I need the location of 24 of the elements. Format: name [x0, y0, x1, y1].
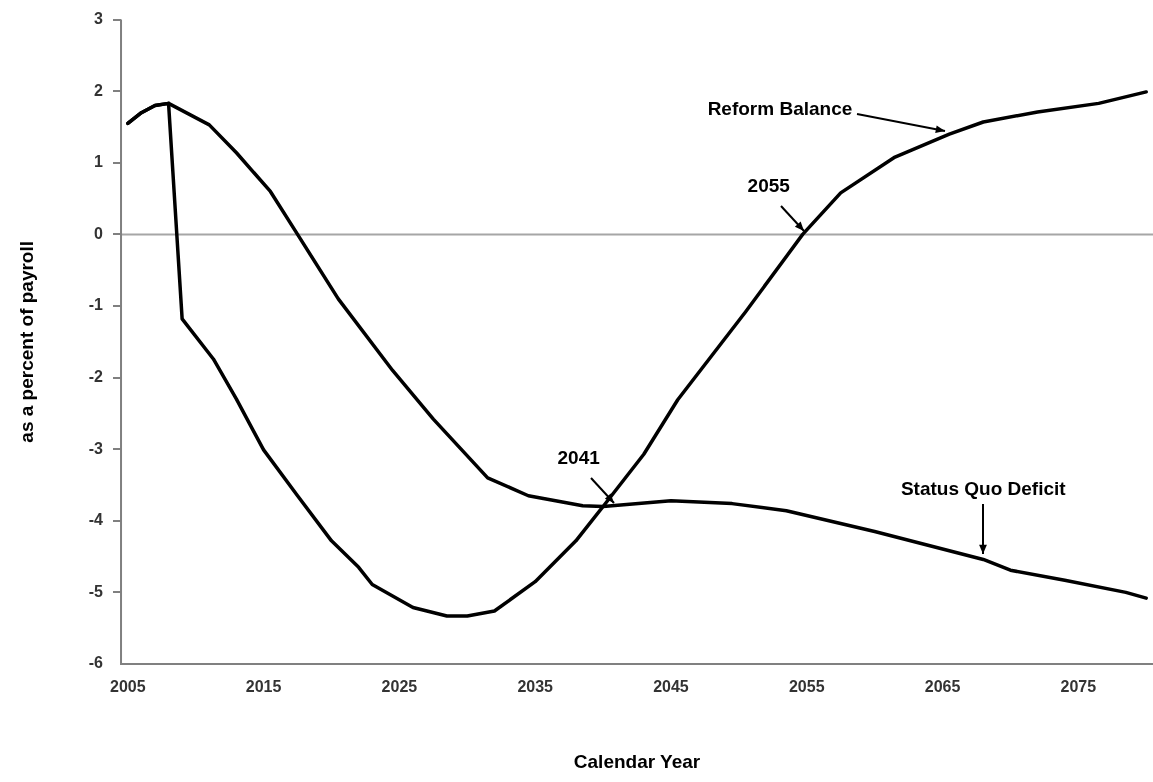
y-axis-title: as a percent of payroll [15, 240, 37, 443]
text: Status Quo Deficit [900, 477, 1067, 499]
text: Reform Balance [707, 98, 853, 120]
x-tick-label: 2025 [381, 678, 418, 696]
y-tick-label: -4 [88, 511, 104, 529]
x-tick-label: 2035 [517, 678, 554, 696]
y-tick-label: -5 [88, 582, 104, 600]
y-tick-label: 1 [94, 153, 104, 171]
x-tick-label: 2055 [788, 678, 825, 696]
y-tick-label: -3 [88, 439, 104, 457]
annotation: 2055 [747, 174, 791, 196]
x-tick-label: 2005 [110, 678, 146, 696]
y-tick-label: 2 [94, 81, 104, 99]
x-tick-label: 2045 [653, 678, 689, 696]
x-tick-label: 2075 [1060, 678, 1097, 696]
y-tick-label: 0 [94, 224, 104, 242]
x-tick-label: 2065 [924, 678, 961, 696]
y-tick-label: -6 [88, 654, 104, 672]
x-axis-title: Calendar Year [573, 750, 701, 772]
y-tick-label: 3 [94, 10, 104, 28]
x-tick-label: 2015 [245, 678, 282, 696]
y-tick-label: -2 [88, 368, 104, 386]
annotation: 2041 [557, 446, 601, 468]
y-tick-label: -1 [88, 296, 104, 314]
